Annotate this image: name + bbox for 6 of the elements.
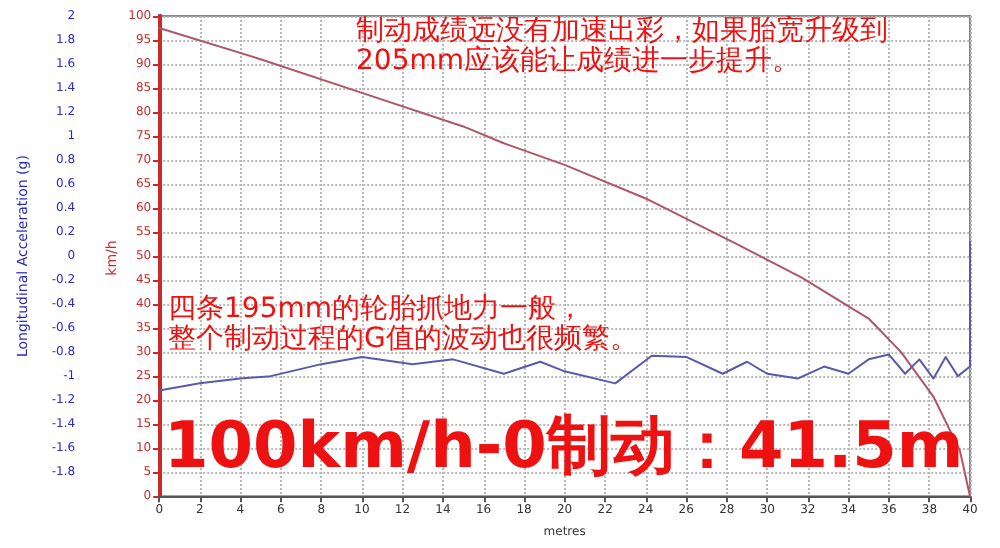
annotation: 四条195mm的轮胎抓地力一般， bbox=[168, 293, 584, 325]
line-series bbox=[158, 240, 971, 392]
annotation: 205mm应该能让成绩进一步提升。 bbox=[356, 45, 800, 77]
annotation: 100km/h-0制动：41.5m bbox=[164, 407, 964, 483]
annotation: 制动成绩远没有加速出彩，如果胎宽升级到 bbox=[356, 15, 888, 47]
annotation: 整个制动过程的G值的波动也很频繁。 bbox=[168, 323, 638, 355]
